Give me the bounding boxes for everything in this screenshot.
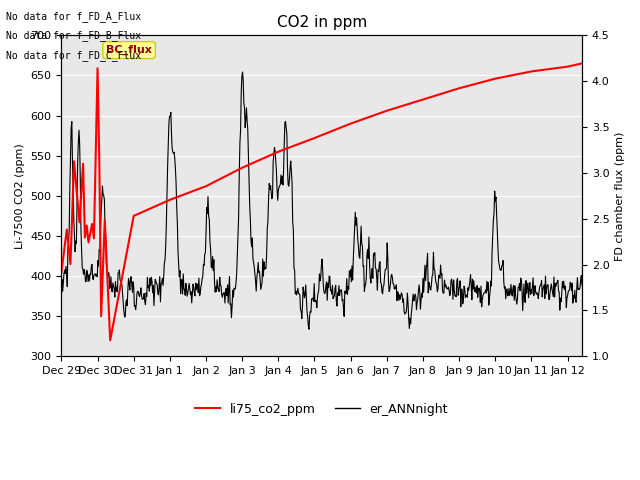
li75_co2_ppm [76,219,83,225]
li75_co2_ppm [97,313,105,319]
li75_co2_ppm [58,269,65,275]
er_ANNnight [375,269,383,275]
li75_co2_ppm [419,96,427,102]
li75_co2_ppm [70,158,78,164]
li75_co2_ppm [310,135,318,141]
Y-axis label: FD chamber flux (ppm): FD chamber flux (ppm) [615,131,625,261]
Legend: li75_co2_ppm, er_ANNnight: li75_co2_ppm, er_ANNnight [190,398,453,420]
Line: li75_co2_ppm: li75_co2_ppm [61,63,582,340]
er_ANNnight [305,326,313,332]
er_ANNnight [361,283,369,289]
Text: No data for f_FD_C_Flux: No data for f_FD_C_Flux [6,49,141,60]
li75_co2_ppm [79,161,87,167]
li75_co2_ppm [238,165,246,170]
er_ANNnight [507,281,515,287]
li75_co2_ppm [63,227,70,232]
Line: er_ANNnight: er_ANNnight [61,72,582,329]
Title: CO2 in ppm: CO2 in ppm [276,15,367,30]
li75_co2_ppm [93,65,101,71]
li75_co2_ppm [83,223,90,228]
li75_co2_ppm [578,60,586,66]
li75_co2_ppm [90,236,98,241]
er_ANNnight [58,294,65,300]
li75_co2_ppm [275,149,282,155]
li75_co2_ppm [88,221,96,227]
er_ANNnight [239,69,246,75]
Y-axis label: Li-7500 CO2 (ppm): Li-7500 CO2 (ppm) [15,143,25,249]
li75_co2_ppm [84,240,92,245]
li75_co2_ppm [347,121,355,127]
li75_co2_ppm [67,261,74,267]
er_ANNnight [578,282,586,288]
li75_co2_ppm [95,161,103,167]
li75_co2_ppm [527,69,535,74]
Text: No data for f_FD_B_Flux: No data for f_FD_B_Flux [6,30,141,41]
li75_co2_ppm [383,108,390,114]
li75_co2_ppm [130,213,138,219]
li75_co2_ppm [101,217,109,223]
li75_co2_ppm [564,64,572,70]
er_ANNnight [390,286,398,292]
Text: BC_flux: BC_flux [106,45,152,55]
er_ANNnight [454,276,461,281]
li75_co2_ppm [492,76,499,82]
li75_co2_ppm [106,337,114,343]
li75_co2_ppm [455,85,463,91]
Text: No data for f_FD_A_Flux: No data for f_FD_A_Flux [6,11,141,22]
li75_co2_ppm [166,197,173,203]
li75_co2_ppm [202,183,210,189]
li75_co2_ppm [81,235,89,240]
er_ANNnight [90,277,97,283]
